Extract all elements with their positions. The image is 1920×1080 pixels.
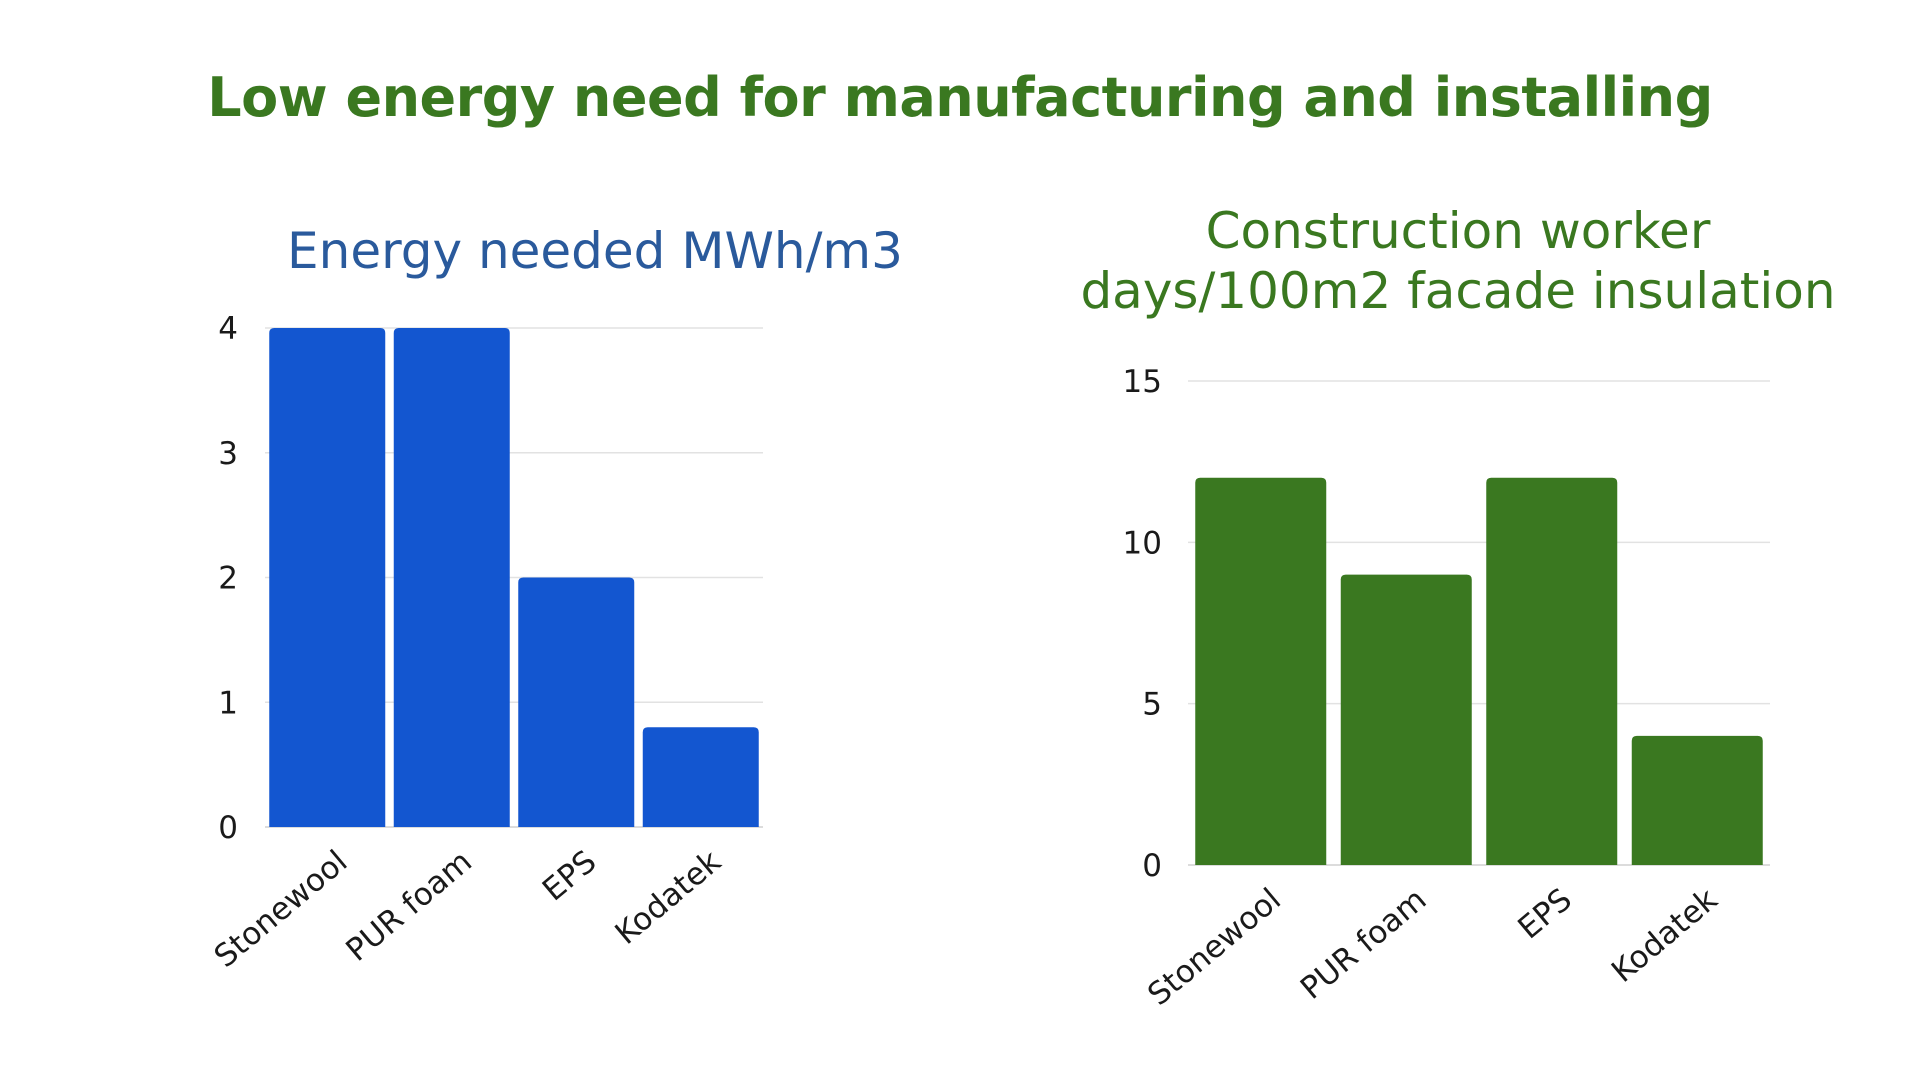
x-tick-label-pur-foam: PUR foam [339,844,478,969]
bar-eps [1486,477,1618,865]
chart-title-line: Construction worker [1206,202,1711,260]
bar-stonewool [269,328,386,827]
y-tick-label: 0 [1142,848,1162,884]
x-tick-label-stonewool: Stonewool [1141,882,1288,1013]
chart-title: Energy needed MWh/m3 [287,222,903,280]
y-tick-label: 2 [218,561,238,597]
worker-days-chart: Construction worker days/100m2 facade ins… [1080,202,1835,1013]
chart-title-line: days/100m2 facade insulation [1080,262,1835,320]
y-tick-label: 10 [1123,525,1162,561]
x-tick-label-pur-foam: PUR foam [1294,882,1433,1007]
x-tick-label-eps: EPS [1511,882,1579,947]
bar-pur-foam [1340,574,1472,865]
y-tick-label: 1 [218,685,238,721]
page-title: Low energy need for manufacturing and in… [207,66,1713,129]
x-tick-label-kodatek: Kodatek [609,844,728,952]
chart-title: Construction worker days/100m2 facade ins… [1080,202,1835,320]
y-tick-label: 5 [1142,687,1162,723]
x-tick-label-kodatek: Kodatek [1605,882,1724,990]
chart-title-line: Energy needed MWh/m3 [287,222,903,280]
bar-eps [518,577,635,827]
bar-kodatek [1631,735,1763,865]
y-tick-label: 3 [218,436,238,472]
bar-stonewool [1195,477,1327,865]
bar-kodatek [642,727,759,827]
y-tick-label: 0 [218,810,238,846]
x-tick-label-eps: EPS [536,844,604,909]
bar-pur-foam [393,328,510,827]
x-tick-label-stonewool: Stonewool [208,844,355,975]
y-tick-label: 15 [1123,364,1162,400]
y-tick-label: 4 [218,311,238,347]
